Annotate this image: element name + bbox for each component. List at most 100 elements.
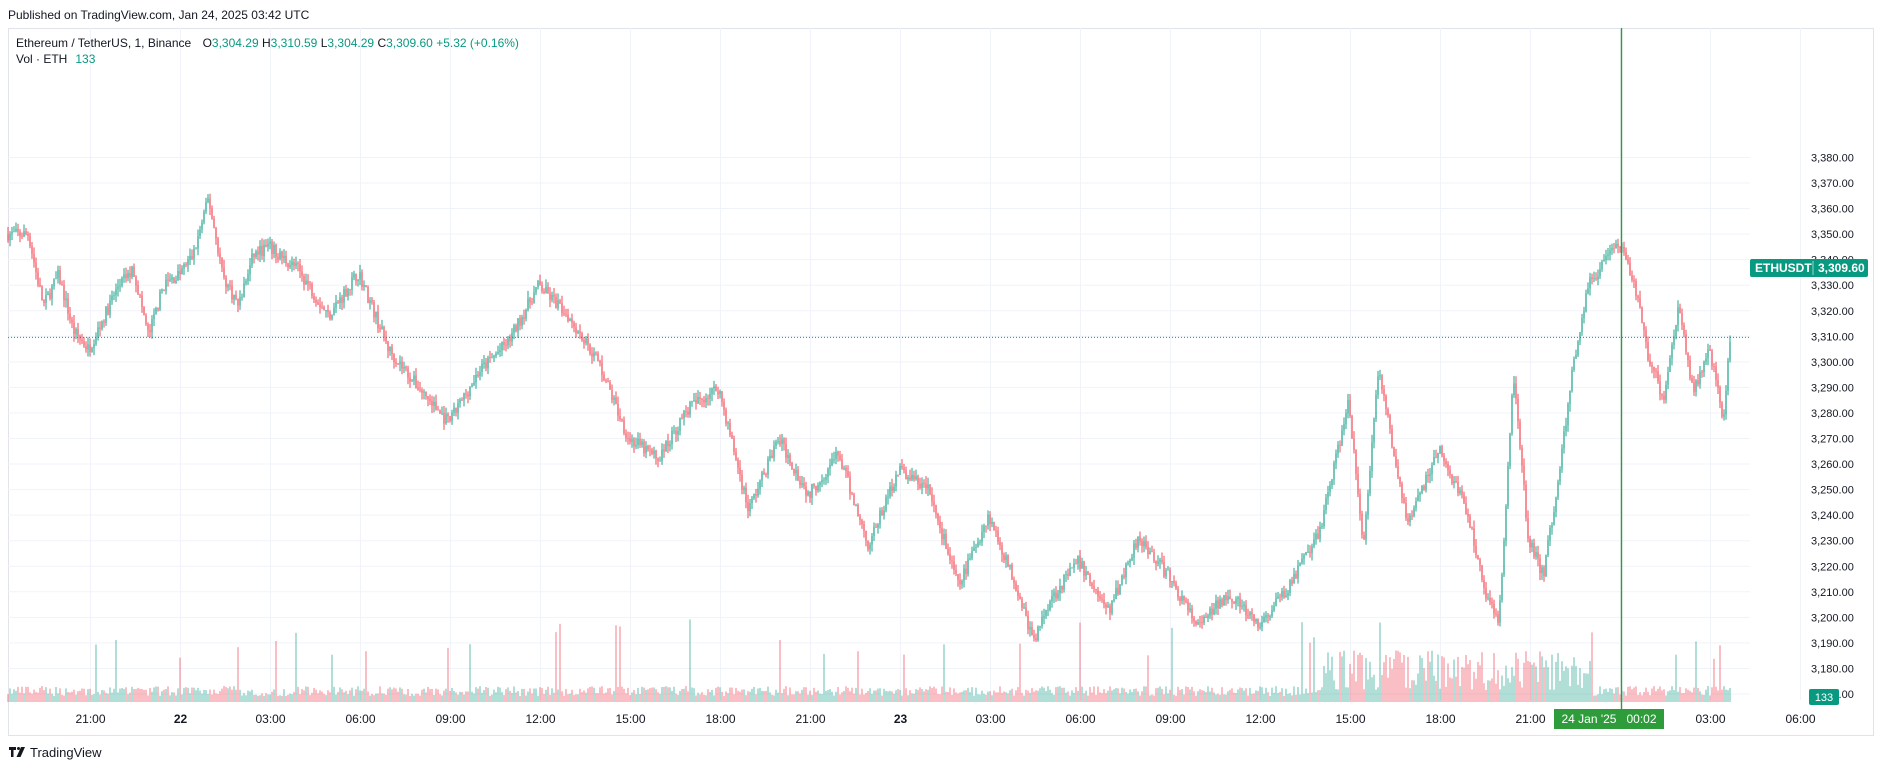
candle-body [819, 482, 821, 486]
candle-body [527, 298, 529, 310]
volume-bar [849, 691, 851, 702]
footer-branding[interactable]: TradingView [8, 744, 102, 760]
candle-body [541, 285, 543, 292]
volume-bar [369, 695, 371, 702]
candle-body [1365, 514, 1367, 540]
candle-body [547, 286, 549, 294]
candle-body [1705, 358, 1707, 362]
volume-bar [1063, 687, 1065, 702]
volume-bar [911, 693, 913, 702]
candle-body [1151, 551, 1153, 553]
volume-bar [943, 644, 945, 702]
volume-bar [255, 694, 257, 702]
volume-bar [1341, 656, 1343, 702]
volume-bar [1249, 687, 1251, 702]
candle-body [87, 344, 89, 350]
volume-bar [755, 694, 757, 702]
candle-body [1615, 243, 1617, 249]
symbol-description[interactable]: Ethereum / TetherUS, 1, Binance [16, 36, 192, 50]
candle-body [453, 407, 455, 413]
volume-bar [323, 693, 325, 702]
candle-body [583, 340, 585, 344]
candle-body [457, 403, 459, 413]
candle-body [365, 285, 367, 288]
candle-body [415, 375, 417, 388]
candle-body [707, 398, 709, 399]
volume-bar [1291, 695, 1293, 702]
volume-bar [391, 689, 393, 702]
candle-body [833, 458, 835, 460]
volume-bar [753, 686, 755, 702]
candle-body [1349, 399, 1351, 416]
candle-body [481, 364, 483, 373]
candle-body [1105, 604, 1107, 608]
volume-bar [1647, 691, 1649, 702]
candle-body [1421, 486, 1423, 493]
candle-body [211, 208, 213, 219]
candle-body [85, 346, 87, 350]
candle-body [627, 437, 629, 439]
volume-bar [1477, 662, 1479, 702]
volume-bar [1015, 690, 1017, 702]
volume-bar [319, 690, 321, 702]
volume-bar [19, 692, 21, 702]
candle-body [227, 285, 229, 288]
volume-bar [1243, 690, 1245, 702]
candle-body [271, 241, 273, 254]
candle-body [391, 346, 393, 355]
candle-body [285, 255, 287, 264]
candle-body [1519, 421, 1521, 448]
candle-body [1683, 325, 1685, 334]
volume-bar [1707, 686, 1709, 702]
price-tick-label: 3,280.00 [1811, 408, 1854, 420]
volume-bar [1601, 693, 1603, 702]
volume-bar [927, 689, 929, 702]
volume-bar [1267, 692, 1269, 702]
candle-body [581, 333, 583, 341]
volume-label[interactable]: Vol · ETH [16, 52, 68, 66]
candle-body [1589, 277, 1591, 289]
candle-body [461, 399, 463, 401]
candle-body [31, 246, 33, 255]
candle-body [43, 300, 45, 303]
volume-bar [789, 687, 791, 702]
volume-bar [361, 690, 363, 702]
volume-bar [697, 692, 699, 702]
candle-body [631, 439, 633, 442]
volume-bar [563, 695, 565, 702]
volume-bar [1155, 688, 1157, 702]
volume-bar [481, 692, 483, 702]
candle-body [433, 401, 435, 406]
candle-body [1581, 317, 1583, 333]
volume-bar [741, 689, 743, 702]
candle-body [623, 420, 625, 434]
volume-bar [1359, 652, 1361, 702]
volume-bar [885, 690, 887, 702]
volume-bar [441, 695, 443, 702]
candle-body [853, 494, 855, 506]
volume-bar [159, 695, 161, 702]
volume-bar [629, 695, 631, 702]
volume-bar [1181, 689, 1183, 702]
candle-body [1113, 599, 1115, 601]
volume-bar [907, 695, 909, 702]
candle-body [729, 422, 731, 435]
candle-body [1633, 279, 1635, 282]
candle-body [1547, 540, 1549, 556]
candle-body [1337, 444, 1339, 454]
candle-body [1041, 617, 1043, 627]
candle-body [641, 441, 643, 445]
candle-body [1659, 381, 1661, 395]
volume-bar [1641, 695, 1643, 702]
volume-bar [585, 692, 587, 702]
candle-body [445, 414, 447, 424]
volume-bar [1567, 668, 1569, 702]
volume-bar [1337, 689, 1339, 702]
volume-bar [893, 693, 895, 702]
volume-bar [451, 687, 453, 702]
volume-bar [1383, 662, 1385, 702]
volume-bar [471, 691, 473, 702]
volume-bar [955, 692, 957, 702]
volume-bar [1031, 688, 1033, 702]
